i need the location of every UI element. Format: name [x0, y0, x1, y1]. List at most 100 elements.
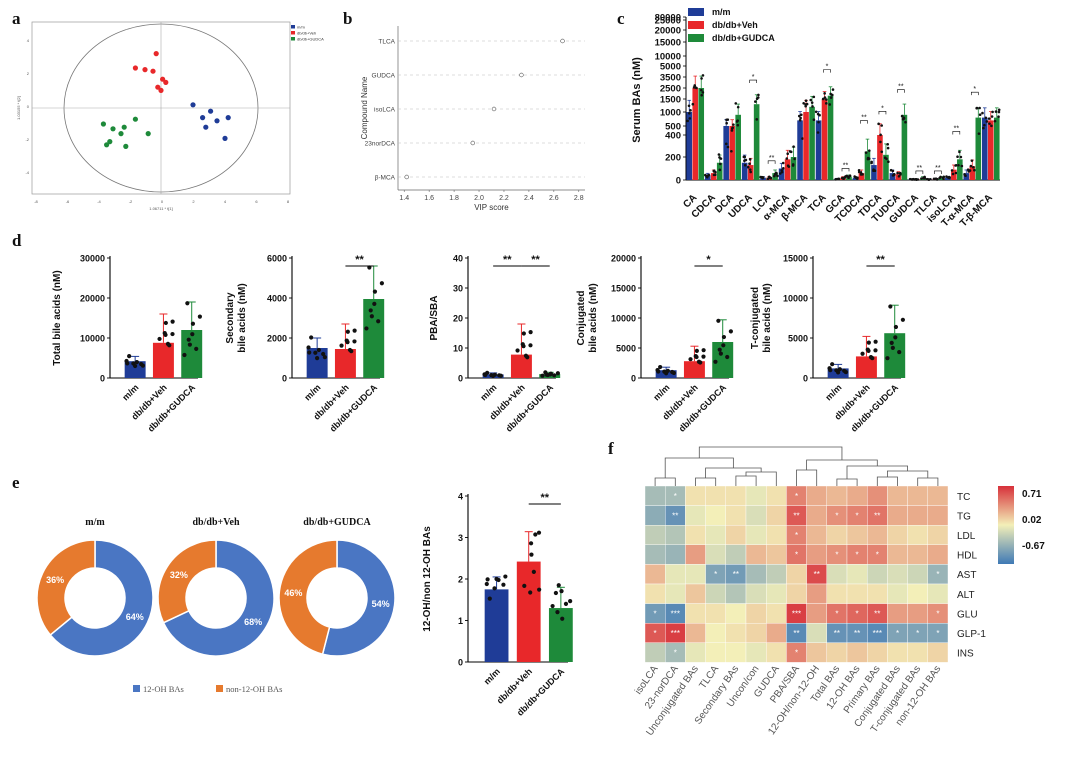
data-dot	[950, 169, 954, 172]
pie-slice	[157, 539, 217, 624]
data-dot	[861, 173, 864, 176]
data-dot	[993, 119, 997, 123]
data-dot	[487, 596, 492, 601]
data-dot	[926, 178, 930, 181]
y-tick-label: 5000	[660, 62, 681, 73]
heatmap-cell	[867, 583, 888, 604]
heatmap-cell	[705, 642, 726, 663]
y-axis-label: PBA/SBA	[429, 295, 440, 340]
data-dot	[734, 102, 738, 105]
y-tick-label: 10000	[655, 52, 681, 63]
y-tick-label: -4	[25, 170, 29, 175]
data-dot	[724, 142, 728, 146]
data-dot	[700, 88, 703, 92]
y-axis-label: T-conjugated	[750, 287, 761, 349]
data-dot	[701, 348, 706, 353]
significance-mark: **	[355, 254, 364, 266]
bar	[901, 114, 908, 180]
legend-label: db/db+GUDCA	[712, 33, 775, 43]
pie-slice	[321, 539, 396, 657]
data-dot	[879, 133, 882, 137]
legend-swatch	[291, 25, 295, 29]
data-dot	[731, 126, 735, 129]
data-dot	[830, 93, 834, 97]
data-dot	[972, 165, 975, 169]
data-dot	[824, 102, 828, 105]
dendrogram-branch	[698, 446, 843, 460]
heatmap-star: *	[795, 649, 798, 658]
heatmap-cell	[846, 525, 868, 546]
vip-point	[519, 72, 524, 78]
heatmap-cell	[826, 485, 848, 506]
pie-percent-label: 46%	[284, 588, 302, 598]
y-tick-label: 200	[665, 153, 681, 164]
data-dot	[997, 110, 1001, 114]
dendrogram-branch	[735, 475, 757, 486]
heatmap-cell	[887, 583, 908, 604]
legend-swatch	[291, 37, 295, 41]
data-dot	[791, 163, 795, 166]
data-dot	[968, 169, 972, 172]
data-dot	[789, 150, 793, 154]
data-dot	[748, 168, 752, 171]
data-dot	[988, 122, 991, 125]
heatmap-cell	[685, 583, 706, 604]
y-tick-label: 2500	[660, 84, 681, 95]
data-dot	[870, 356, 875, 361]
significance-mark: **	[954, 125, 960, 132]
heatmap-cell	[644, 525, 666, 546]
data-dot	[485, 577, 490, 582]
panel-e-pies: m/m 64% 36% db/db+Veh 68% 32% db/db+GUDCA 54% 46…	[36, 517, 396, 694]
data-dot	[886, 142, 890, 146]
category-label: β-MCA	[375, 175, 396, 182]
data-dot	[888, 304, 893, 309]
data-dot	[170, 331, 175, 337]
heatmap-cell	[745, 642, 767, 663]
bar	[790, 157, 797, 180]
heatmap-star: *	[876, 551, 879, 560]
data-dot	[736, 105, 740, 109]
data-dot	[985, 120, 989, 123]
data-dot	[848, 174, 852, 178]
data-dot	[896, 171, 899, 175]
data-dot	[978, 113, 982, 117]
data-dot	[749, 170, 752, 174]
data-dot	[372, 289, 378, 294]
heatmap-cell	[685, 564, 706, 585]
heatmap-cell	[826, 583, 848, 604]
data-dot	[503, 574, 508, 579]
data-dot	[656, 369, 661, 374]
heatmap-star: *	[936, 570, 939, 579]
significance-bracket	[749, 79, 757, 84]
data-dot	[714, 170, 717, 174]
data-dot	[866, 156, 870, 160]
heatmap-star: *	[896, 629, 899, 638]
legend-swatch	[291, 31, 295, 35]
significance-mark: **	[898, 84, 904, 91]
data-dot	[997, 115, 1000, 119]
category-label: m/m	[120, 382, 140, 402]
data-dot	[483, 372, 488, 378]
data-dot	[987, 117, 991, 120]
data-dot	[837, 177, 841, 181]
data-dot	[828, 368, 833, 373]
data-dot	[877, 122, 880, 126]
data-dot	[994, 110, 998, 113]
data-dot	[891, 174, 895, 177]
bar	[778, 168, 785, 180]
colorbar-label: -0.67	[1022, 541, 1045, 552]
x-tick-label: -6	[66, 199, 70, 204]
data-dot	[501, 582, 506, 587]
significance-bracket	[823, 69, 831, 73]
data-dot	[369, 314, 374, 319]
heatmap-star: *	[856, 551, 859, 560]
significance-mark: *	[752, 74, 755, 81]
data-dot	[855, 177, 859, 180]
heatmap-cell	[766, 564, 787, 585]
heatmap-star: *	[654, 629, 657, 638]
data-dot	[746, 165, 750, 169]
heatmap-star: **	[854, 629, 860, 638]
pie-title: db/db+GUDCA	[303, 517, 371, 528]
y-axis-label: Serum BAs (nM)	[631, 57, 643, 143]
data-dot	[860, 351, 865, 356]
